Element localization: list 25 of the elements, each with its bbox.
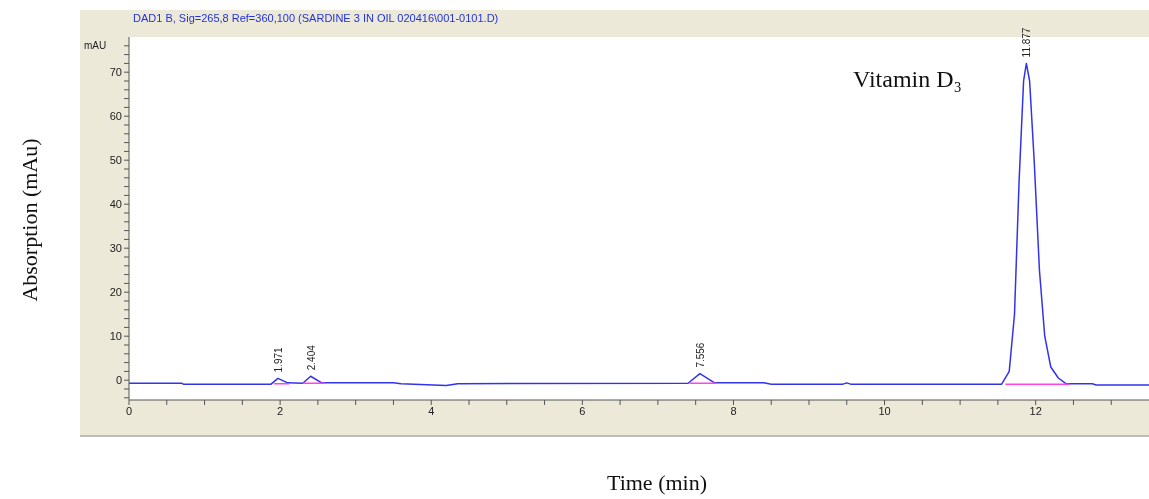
x-tick-label: 8 — [730, 404, 737, 417]
y-axis-title: Absorption (mAu) — [17, 138, 43, 302]
annotation: 1.971 — [272, 346, 284, 373]
annotation: 2.404 — [305, 344, 317, 371]
x-tick-label: 6 — [579, 404, 586, 417]
y-tick-label: 0 — [115, 374, 122, 387]
y-tick-label: 50 — [109, 154, 122, 167]
chart-title: DAD1 B, Sig=265,8 Ref=360,100 (SARDINE 3 IN OIL 020416\001-0101.D) — [133, 12, 499, 24]
annotation: 7.556 — [694, 342, 706, 368]
y-tick-label: 70 — [109, 66, 122, 79]
y-tick-label: 10 — [109, 330, 122, 343]
y-tick-label: 40 — [109, 198, 122, 211]
x-tick-label: 0 — [125, 404, 133, 417]
y-tick-label: 20 — [109, 286, 122, 299]
y-tick-label: 30 — [109, 242, 122, 255]
line-series — [129, 62, 1149, 387]
annotation: 11.877 — [1021, 27, 1033, 58]
text: mAU — [84, 40, 107, 51]
x-tick-label: 12 — [1029, 404, 1042, 417]
x-tick-label: 4 — [428, 404, 435, 417]
x-tick-label: 10 — [878, 404, 891, 417]
x-axis-title: Time (min) — [606, 470, 708, 496]
annotation: Vitamin D₃ — [853, 66, 962, 93]
y-tick-label: 60 — [109, 110, 122, 123]
x-tick-label: 2 — [277, 404, 284, 417]
